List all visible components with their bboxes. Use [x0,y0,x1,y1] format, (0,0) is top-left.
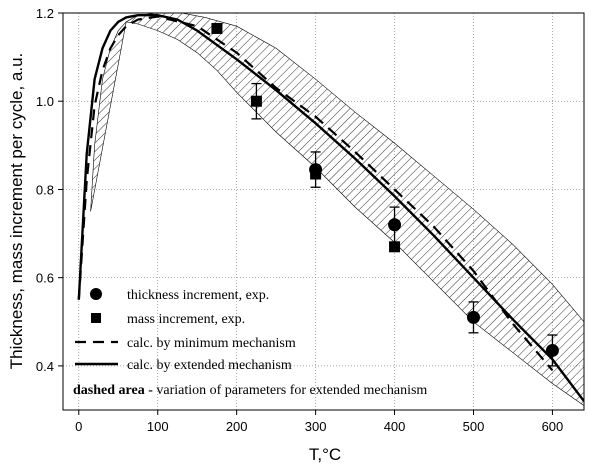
plot-frame [62,12,585,411]
thickness-point [545,343,559,357]
x-axis-title: T,°C [309,445,341,464]
y-tick-label: 0.6 [36,271,54,286]
legend: thickness increment, exp. mass increment… [73,288,427,398]
y-tick-label: 0.4 [36,359,54,374]
legend-square-marker [91,313,101,323]
x-tick-label: 500 [463,419,485,434]
x-tick-label: 0 [75,419,82,434]
legend-label-extended: calc. by extended mechanism [127,358,292,373]
x-tick-label: 100 [147,419,169,434]
band-note: dashed area - variation of parameters fo… [73,383,427,398]
x-tick-label: 600 [542,419,564,434]
legend-circle-marker [90,288,102,300]
y-tick-label: 1.0 [36,94,54,109]
minimum-mechanism-curve [77,15,554,372]
legend-label-thickness: thickness increment, exp. [127,288,269,303]
legend-label-mass: mass increment, exp. [127,312,245,327]
x-tick-label: 400 [384,419,406,434]
legend-label-minimum: calc. by minimum mechanism [127,336,296,351]
extended-mechanism-curve [77,14,584,402]
x-tick-label: 300 [305,419,327,434]
thickness-point [466,310,480,324]
mass-point [310,168,322,180]
mass-point [211,22,223,34]
y-axis-title: Thickness, mass increment per cycle, a.u… [7,53,26,370]
mass-point [389,241,401,253]
x-tick-label: 200 [226,419,248,434]
thickness-point [388,218,402,232]
y-tick-label: 0.8 [36,182,54,197]
y-tick-label: 1.2 [36,6,54,21]
